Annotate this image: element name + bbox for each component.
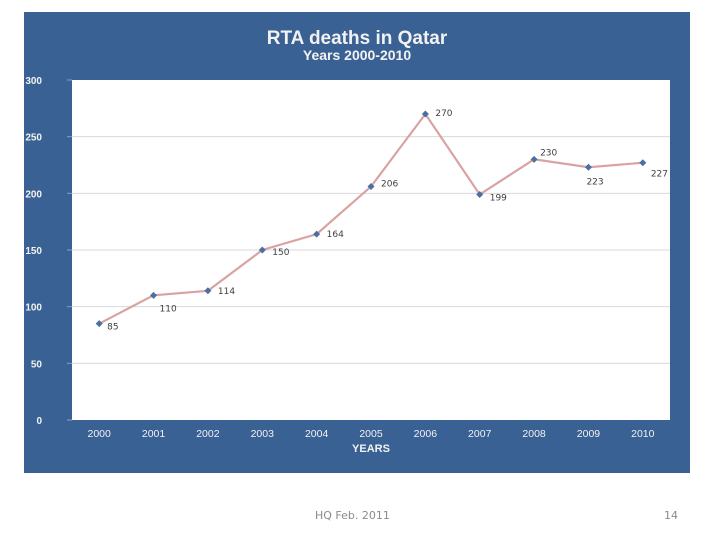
data-point-marker xyxy=(367,183,375,191)
data-label: 223 xyxy=(586,177,603,187)
data-label: 150 xyxy=(272,248,289,258)
y-tick-label: 150 xyxy=(25,246,42,257)
y-tick-label: 0 xyxy=(36,416,42,427)
x-tick-label: 2002 xyxy=(196,428,220,440)
x-tick-label: 2008 xyxy=(522,428,546,440)
x-tick-label: 2005 xyxy=(359,428,383,440)
data-label: 110 xyxy=(160,304,177,314)
data-label: 270 xyxy=(435,109,452,119)
y-tick-label: 250 xyxy=(25,133,42,144)
data-point-marker xyxy=(204,287,212,295)
data-label: 85 xyxy=(107,323,118,333)
x-axis-label: YEARS xyxy=(352,443,390,455)
data-label: 199 xyxy=(490,193,507,203)
chart-title: RTA deaths in Qatar xyxy=(266,28,448,49)
x-tick-label: 2010 xyxy=(631,428,655,440)
x-tick-label: 2001 xyxy=(142,428,166,440)
x-tick-label: 2007 xyxy=(468,428,492,440)
x-tick-label: 2006 xyxy=(414,428,438,440)
data-point-marker xyxy=(258,246,266,254)
data-label: 230 xyxy=(540,148,557,158)
data-point-marker xyxy=(150,291,158,299)
y-tick-label: 100 xyxy=(25,303,42,314)
chart-subtitle: Years 2000-2010 xyxy=(302,47,412,63)
data-point-marker xyxy=(584,163,592,171)
x-tick-label: 2000 xyxy=(88,428,112,440)
y-tick-label: 300 xyxy=(25,76,42,87)
data-point-marker xyxy=(530,155,538,163)
data-point-marker xyxy=(421,110,429,118)
data-label: 114 xyxy=(218,287,235,297)
page-number: 14 xyxy=(664,509,678,522)
y-tick-label: 50 xyxy=(31,359,43,370)
data-point-marker xyxy=(95,320,103,328)
x-tick-label: 2004 xyxy=(305,428,329,440)
data-label: 164 xyxy=(327,230,344,240)
data-point-marker xyxy=(476,190,484,198)
data-label: 206 xyxy=(381,180,398,190)
y-tick-label: 200 xyxy=(25,189,42,200)
data-point-marker xyxy=(639,159,647,167)
footer-text: HQ Feb. 2011 xyxy=(315,509,390,522)
data-label: 227 xyxy=(651,170,668,180)
x-tick-label: 2009 xyxy=(577,428,601,440)
x-tick-label: 2003 xyxy=(251,428,275,440)
data-point-marker xyxy=(313,230,321,238)
